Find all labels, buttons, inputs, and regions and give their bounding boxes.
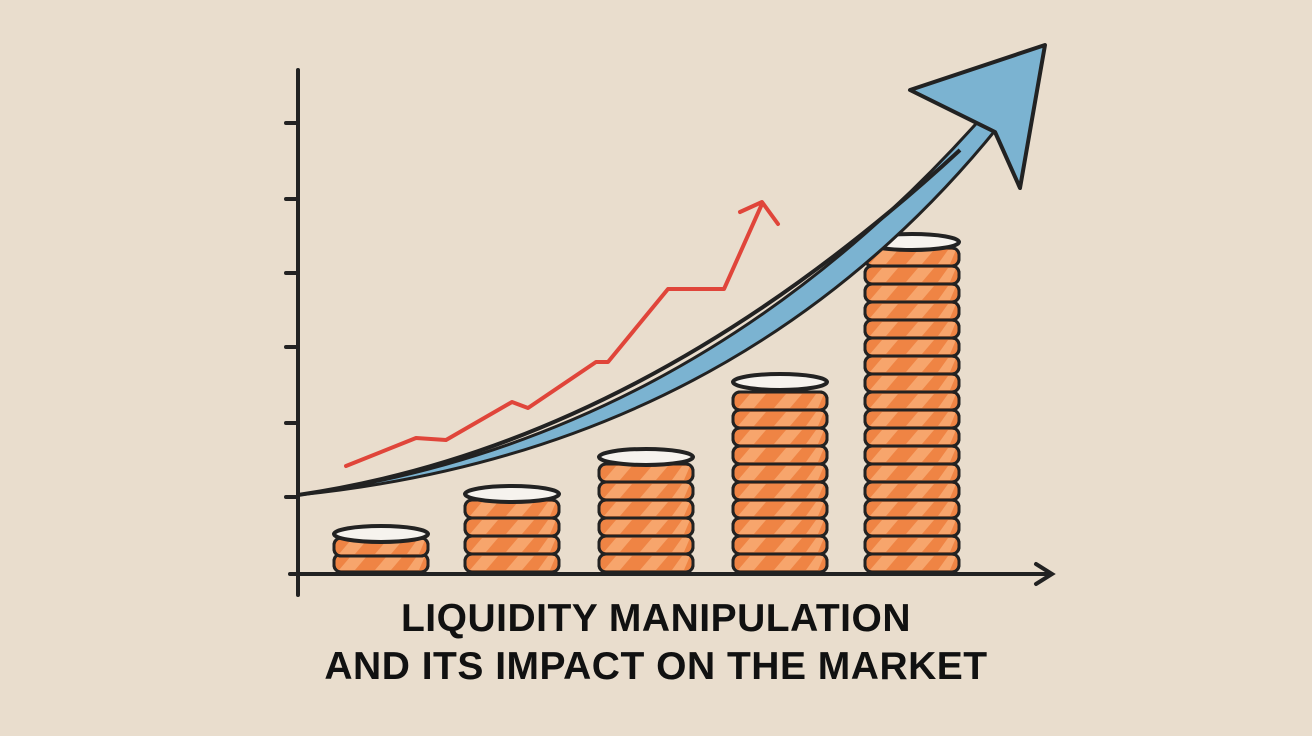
coin [863, 408, 961, 430]
coin [731, 426, 829, 448]
coin-stack [863, 232, 961, 574]
coin [863, 390, 961, 412]
coin [597, 498, 695, 520]
coin-top [463, 484, 561, 504]
coin [863, 282, 961, 304]
coin [863, 300, 961, 322]
coin [863, 444, 961, 466]
coin [463, 552, 561, 574]
coin [731, 444, 829, 466]
arrow-edge [297, 148, 962, 497]
coin-top [731, 372, 829, 392]
coin [863, 462, 961, 484]
trend-arrowhead [738, 200, 780, 226]
coin [731, 480, 829, 502]
coin [863, 480, 961, 502]
coin [731, 534, 829, 556]
coin [463, 516, 561, 538]
coin [731, 462, 829, 484]
coin [731, 390, 829, 412]
trend-line [344, 202, 764, 468]
coin [731, 516, 829, 538]
title-line: AND ITS IMPACT ON THE MARKET [324, 645, 987, 688]
coin-stack [463, 484, 561, 574]
coin [597, 534, 695, 556]
coin [597, 516, 695, 538]
arrow-head [908, 43, 1047, 190]
red-trend [344, 200, 780, 468]
coin [731, 552, 829, 574]
coin [597, 552, 695, 574]
coin [863, 534, 961, 556]
blue-arrow [296, 43, 1047, 497]
coin [863, 498, 961, 520]
coin [863, 264, 961, 286]
x-axis-arrow [1034, 562, 1056, 586]
axes [284, 68, 1056, 597]
coin [731, 408, 829, 430]
coin [863, 372, 961, 394]
coin [863, 426, 961, 448]
coin-top [332, 524, 430, 544]
title-line: LIQUIDITY MANIPULATION [401, 597, 911, 640]
coin [863, 318, 961, 340]
coin [863, 516, 961, 538]
coin-stack [731, 372, 829, 574]
coin [731, 498, 829, 520]
coin-top [597, 447, 695, 467]
coin-stack [597, 447, 695, 574]
coin [863, 354, 961, 376]
coin [863, 336, 961, 358]
coin-stack [332, 524, 430, 574]
coin [597, 480, 695, 502]
coin [463, 534, 561, 556]
coin [863, 552, 961, 574]
